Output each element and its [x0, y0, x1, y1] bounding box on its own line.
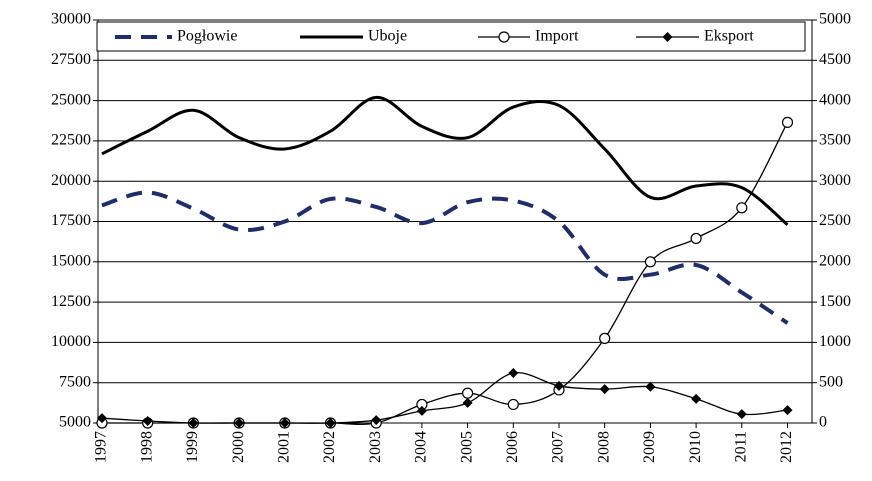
- data-point: [325, 418, 336, 428]
- data-point: [462, 387, 474, 399]
- data-point: [234, 418, 245, 428]
- x-tick-label: 2007: [550, 431, 567, 463]
- data-point: [599, 384, 610, 395]
- y-tick-label: 15000: [51, 252, 91, 269]
- legend-label: Pogłowie: [177, 28, 237, 45]
- y2-tick-label: 1500: [819, 293, 851, 310]
- y2-tick-label: 4500: [819, 51, 851, 68]
- y2-tick-label: 500: [819, 373, 843, 390]
- y-tick-label: 5000: [59, 414, 91, 431]
- y-tick-label: 20000: [51, 172, 91, 189]
- x-tick-label: 2009: [641, 431, 658, 463]
- series-line: [101, 95, 789, 226]
- y-tick-label: 25000: [51, 91, 91, 108]
- y2-tick-label: 3000: [819, 172, 851, 189]
- x-tick-label: 1997: [93, 431, 110, 463]
- y-tick-label: 22500: [51, 132, 91, 149]
- y-tick-label: 10000: [51, 333, 91, 350]
- data-point: [736, 409, 747, 420]
- y2-tick-label: 2000: [819, 252, 851, 269]
- data-point: [507, 398, 519, 411]
- data-point: [645, 381, 656, 392]
- legend: Pogłowie Uboje Import Eksport: [96, 21, 806, 52]
- x-tick-label: 2008: [595, 431, 612, 463]
- data-point: [416, 405, 427, 416]
- y2-tick-label: 3500: [819, 132, 851, 149]
- x-tick-label: 2000: [230, 431, 247, 463]
- legend-label: Eksport: [704, 28, 754, 45]
- series-line: [102, 122, 789, 426]
- legend-label: Import: [535, 28, 579, 45]
- x-tick-label: 2005: [458, 431, 475, 463]
- plot-border: [97, 19, 813, 424]
- x-tick-label: 2011: [732, 431, 749, 462]
- y-tick-label: 17500: [51, 212, 91, 229]
- legend-label: Uboje: [368, 28, 407, 45]
- data-point: [781, 116, 794, 128]
- y2-tick-label: 0: [819, 414, 827, 431]
- x-tick-label: 2001: [275, 431, 292, 463]
- legend-marker: [498, 31, 510, 43]
- y-tick-label: 12500: [51, 293, 91, 310]
- data-point: [690, 232, 702, 245]
- data-point: [644, 256, 657, 268]
- data-point: [736, 202, 748, 214]
- x-tick-label: 2003: [367, 431, 384, 463]
- series-line: [101, 372, 788, 424]
- data-point: [462, 397, 473, 408]
- data-point: [142, 415, 153, 426]
- data-point: [508, 368, 519, 379]
- data-point: [599, 332, 611, 344]
- y2-tick-label: 5000: [819, 11, 851, 28]
- data-point: [279, 418, 290, 428]
- y2-tick-label: 1000: [819, 333, 851, 350]
- x-tick-label: 1998: [138, 431, 155, 463]
- x-tick-label: 2002: [321, 431, 338, 463]
- x-tick-label: 2012: [778, 431, 795, 463]
- data-point: [371, 415, 382, 426]
- data-point: [188, 418, 199, 428]
- series-line: [101, 190, 789, 325]
- data-point: [691, 393, 702, 404]
- data-point: [782, 405, 793, 416]
- x-tick-label: 2010: [687, 431, 704, 463]
- x-tick-label: 1999: [184, 431, 201, 463]
- legend-marker: [662, 32, 673, 42]
- x-tick-label: 2004: [413, 431, 430, 463]
- y-tick-label: 27500: [51, 51, 91, 68]
- x-tick-label: 2006: [504, 431, 521, 463]
- data-point: [97, 413, 107, 424]
- y-tick-label: 7500: [59, 373, 91, 390]
- y2-tick-label: 4000: [819, 91, 851, 108]
- y-tick-label: 30000: [51, 11, 91, 28]
- data-point: [554, 380, 564, 391]
- y2-tick-label: 2500: [819, 212, 851, 229]
